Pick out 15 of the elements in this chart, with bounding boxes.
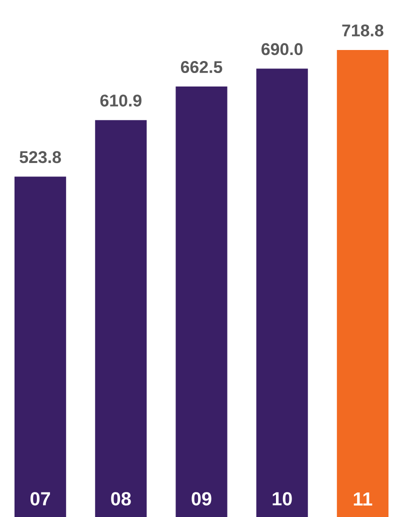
data-label: 690.0 <box>262 43 303 56</box>
data-label: 523.8 <box>20 151 61 164</box>
x-tick-label: 09 <box>192 492 212 506</box>
bar <box>95 120 147 517</box>
data-label: 610.9 <box>100 94 142 107</box>
bar <box>14 176 66 517</box>
bar <box>256 68 308 517</box>
data-label: 718.8 <box>342 24 384 36</box>
bar <box>336 50 388 517</box>
x-tick-label: 10 <box>272 492 292 506</box>
x-tick-label: 08 <box>111 492 131 506</box>
x-tick-label: 11 <box>354 492 372 506</box>
bar <box>176 86 228 517</box>
data-label: 662.5 <box>180 61 222 74</box>
x-tick-label: 07 <box>30 492 50 506</box>
